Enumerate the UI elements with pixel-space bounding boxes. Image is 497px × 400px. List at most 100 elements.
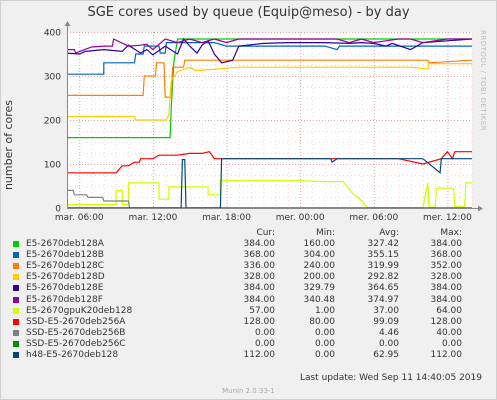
- series-line-SSD-E5-2670deb256B: [67, 189, 472, 209]
- legend-cur-value: 57.00: [249, 305, 275, 316]
- legend-swatch: [13, 340, 19, 347]
- legend-series-name: E5-2670deb128A: [26, 239, 104, 249]
- legend-cur-value: 0.00: [254, 338, 275, 349]
- legend-row: E5-2670deb128F 384.00 340.48 374.97 384.00: [13, 295, 493, 306]
- series-line-E5-2670deb128C: [67, 59, 473, 98]
- legend-avg-value: 364.65: [367, 283, 400, 294]
- series-line-E5-2670deb128F: [67, 38, 472, 54]
- x-tick-label: mar. 06:00: [55, 213, 104, 223]
- legend-min-value: 240.00: [303, 261, 336, 272]
- series-line-E5-2670deb128E: [66, 37, 473, 64]
- legend-series-name: E5-2670deb128F: [26, 294, 103, 305]
- legend-row: SSD-E5-2670deb256B 0.00 0.00 4.46 40.00: [13, 328, 493, 339]
- legend-avg-value: 355.15: [367, 250, 400, 261]
- series-line-h48-E5-2670deb128: [67, 158, 472, 209]
- y-tick-label: 0: [55, 205, 61, 215]
- x-tick-label: mar. 18:00: [202, 213, 251, 223]
- legend-min-value: 0.00: [314, 338, 335, 349]
- legend-swatch: [13, 285, 19, 292]
- legend-cur-value: 368.00: [243, 250, 276, 261]
- legend-max-value: 384.00: [430, 294, 463, 305]
- legend-row: h48-E5-2670deb128 112.00 0.00 62.95 112.00: [13, 350, 493, 361]
- x-axis-arrow: [478, 205, 483, 212]
- legend-swatch: [13, 252, 19, 259]
- legend-min-value: 0.00: [314, 327, 335, 338]
- legend-series-name: E5-2670gpuK20deb128: [26, 305, 133, 316]
- legend-cur-value: 112.00: [243, 350, 276, 360]
- legend-column-header: Max:: [440, 228, 462, 238]
- legend-max-value: 112.00: [430, 350, 463, 360]
- y-axis-arrow: [64, 21, 71, 26]
- legend-row: E5-2670deb128E 384.00 329.79 364.65 384.00: [13, 283, 493, 294]
- legend-max-value: 128.00: [430, 316, 463, 327]
- y-tick-label: 100: [44, 161, 61, 171]
- chart-title: SGE cores used by queue (Equip@meso) - b…: [87, 5, 410, 20]
- legend-row: E5-2670deb128A 384.00 160.00 327.42 384.00: [13, 239, 493, 250]
- legend-cur-value: 384.00: [243, 294, 276, 305]
- legend-avg-value: 374.97: [367, 294, 400, 305]
- axes: [64, 21, 483, 212]
- legend-swatch: [13, 274, 19, 281]
- legend-series-name: E5-2670deb128C: [26, 261, 104, 272]
- legend-avg-value: 37.00: [373, 305, 399, 316]
- legend-max-value: 352.00: [430, 261, 463, 272]
- legend-max-value: 384.00: [430, 283, 463, 294]
- legend-swatch: [13, 241, 19, 247]
- legend-series-name: SSD-E5-2670deb256C: [26, 338, 126, 349]
- legend-avg-value: 62.95: [373, 350, 399, 360]
- legend-series-name: SSD-E5-2670deb256A: [26, 316, 126, 327]
- legend-swatch: [13, 329, 19, 336]
- legend-swatch: [13, 318, 19, 325]
- legend-avg-value: 292.82: [367, 272, 400, 283]
- legend-min-value: 304.00: [303, 250, 336, 261]
- y-tick-label: 300: [44, 73, 61, 83]
- x-tick-label: mer. 12:00: [423, 213, 472, 223]
- legend-swatch: [13, 296, 19, 303]
- x-tick-label: mar. 12:00: [128, 213, 177, 223]
- series-line-E5-2670deb128D: [67, 63, 472, 121]
- legend-row: E5-2670deb128B 368.00 304.00 355.15 368.00: [13, 250, 493, 261]
- legend-swatch: [13, 307, 19, 314]
- legend-cur-value: 128.00: [243, 316, 276, 327]
- legend-series-name: E5-2670deb128E: [26, 283, 104, 294]
- legend-row: E5-2670deb128C 336.00 240.00 319.99 352.00: [13, 261, 493, 272]
- legend-max-value: 0.00: [441, 338, 462, 349]
- legend-avg-value: 4.46: [378, 327, 399, 338]
- legend-max-value: 64.00: [436, 305, 462, 316]
- legend-column-header: Cur:: [256, 228, 275, 238]
- legend-cur-value: 384.00: [243, 283, 276, 294]
- legend-min-value: 200.00: [303, 272, 336, 283]
- tick-labels: 0 100 200 300 400 mar. 06:00 mar. 12:00 mar. 18…: [44, 29, 472, 224]
- x-tick-label: mer. 00:00: [276, 213, 325, 223]
- legend-row: SSD-E5-2670deb256A 128.00 80.00 99.09 128.00: [13, 317, 493, 328]
- legend-min-value: 340.48: [303, 294, 336, 305]
- series-line-E5-2670deb128B: [67, 41, 472, 75]
- legend-min-value: 80.00: [309, 316, 335, 327]
- legend-avg-value: 327.42: [367, 239, 400, 249]
- legend-series-name: E5-2670deb128D: [26, 272, 105, 283]
- legend-max-value: 384.00: [430, 239, 463, 249]
- legend-series-name: SSD-E5-2670deb256B: [26, 327, 126, 338]
- legend-swatch: [13, 263, 19, 270]
- legend-row: E5-2670gpuK20deb128 57.00 1.00 37.00 64.00: [13, 306, 493, 317]
- legend-column-header: Min:: [315, 228, 335, 238]
- legend-max-value: 368.00: [430, 250, 463, 261]
- legend-min-value: 329.79: [303, 283, 336, 294]
- legend-min-value: 160.00: [303, 239, 336, 249]
- legend-cur-value: 336.00: [243, 261, 276, 272]
- legend-min-value: 0.00: [314, 350, 335, 360]
- legend-series-name: E5-2670deb128B: [26, 250, 104, 261]
- legend-avg-value: 319.99: [367, 261, 400, 272]
- legend-series-name: h48-E5-2670deb128: [26, 350, 119, 360]
- x-tick-label: mer. 06:00: [349, 213, 398, 223]
- legend-avg-value: 0.00: [378, 338, 399, 349]
- legend-row: SSD-E5-2670deb256C 0.00 0.00 0.00 0.00: [13, 339, 493, 350]
- legend-cur-value: 384.00: [243, 239, 276, 249]
- legend-column-header: Avg:: [379, 228, 399, 238]
- legend-swatch: [13, 352, 19, 358]
- legend-cur-value: 328.00: [243, 272, 276, 283]
- y-tick-label: 200: [44, 117, 61, 127]
- legend-max-value: 40.00: [436, 327, 462, 338]
- series-line-E5-2670deb128A: [67, 38, 472, 139]
